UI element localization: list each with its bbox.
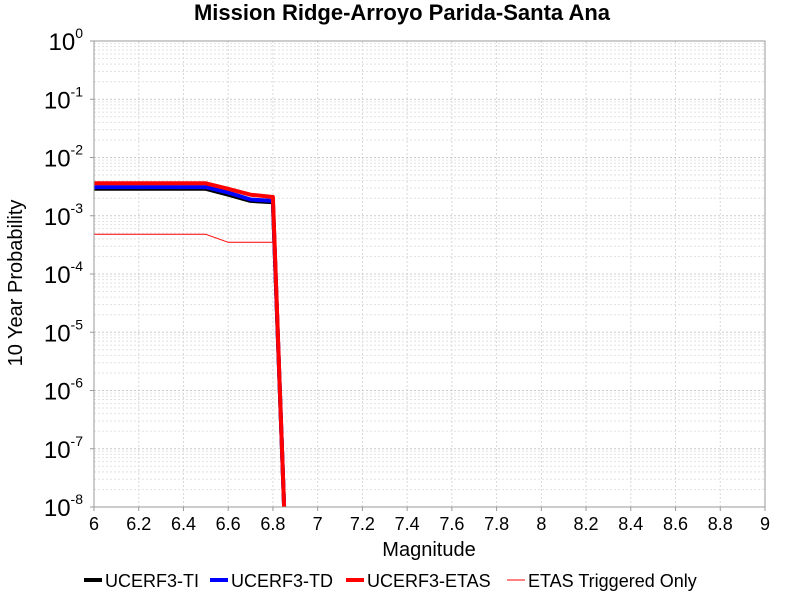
y-tick-exponent: -5 — [71, 316, 84, 332]
x-axis-ticks: 6 6.2 6.4 6.6 6.8 7 7.2 7.4 7.6 7.8 8 8.2 8.4 8.6 8.8 9 — [89, 507, 770, 534]
y-tick-label: 10-2 — [44, 142, 83, 173]
y-tick-label: 100 — [49, 25, 84, 56]
plot-area — [94, 41, 765, 507]
y-tick-label: 10-8 — [44, 491, 83, 522]
x-tick-label: 7.4 — [395, 514, 420, 534]
y-axis-label: 10 Year Probability — [5, 200, 27, 367]
y-tick-label: 10-3 — [44, 200, 83, 231]
series-line-ucerf3-etas — [94, 181, 287, 508]
legend-label: ETAS Triggered Only — [528, 571, 697, 591]
x-tick-label: 6.4 — [171, 514, 196, 534]
x-tick-label: 7.8 — [484, 514, 509, 534]
chart-title: Mission Ridge-Arroyo Parida-Santa Ana — [194, 0, 611, 25]
y-tick-label: 10-5 — [44, 316, 83, 347]
x-tick-label: 6 — [89, 514, 99, 534]
x-tick-label: 7.6 — [439, 514, 464, 534]
legend-label: UCERF3-TD — [231, 571, 333, 591]
y-tick-exponent: -3 — [71, 200, 84, 216]
y-tick-label: 10-1 — [44, 83, 83, 114]
y-tick-label: 10-7 — [44, 433, 83, 464]
legend: UCERF3-TI UCERF3-TD UCERF3-ETAS ETAS Trigge… — [84, 571, 697, 591]
x-axis-label: Magnitude — [382, 539, 475, 561]
y-tick-exponent: -2 — [71, 142, 84, 158]
y-tick-exponent: -1 — [71, 83, 84, 99]
x-tick-label: 7.2 — [350, 514, 375, 534]
x-tick-label: 8.6 — [663, 514, 688, 534]
x-tick-label: 8 — [536, 514, 546, 534]
y-tick-base: 10 — [44, 379, 71, 406]
plot-background — [94, 41, 765, 507]
series-line-ucerf3-td — [94, 185, 287, 508]
y-tick-exponent: -6 — [71, 375, 84, 391]
y-tick-label: 10-6 — [44, 375, 83, 406]
legend-label: UCERF3-ETAS — [367, 571, 491, 591]
y-tick-base: 10 — [44, 495, 71, 522]
x-tick-label: 9 — [760, 514, 770, 534]
y-tick-exponent: -8 — [71, 491, 84, 507]
y-tick-base: 10 — [44, 320, 71, 347]
x-tick-label: 8.8 — [708, 514, 733, 534]
y-tick-exponent: -7 — [71, 433, 84, 449]
y-tick-base: 10 — [49, 29, 76, 56]
y-tick-base: 10 — [44, 146, 71, 173]
series-line-etas-triggered-only — [94, 233, 273, 243]
x-tick-label: 8.2 — [574, 514, 599, 534]
x-tick-label: 6.2 — [126, 514, 151, 534]
y-tick-base: 10 — [44, 262, 71, 289]
x-tick-label: 8.4 — [618, 514, 643, 534]
legend-label: UCERF3-TI — [105, 571, 199, 591]
y-tick-label: 10-4 — [44, 258, 83, 289]
y-tick-base: 10 — [44, 437, 71, 464]
y-tick-base: 10 — [44, 204, 71, 231]
x-tick-label: 6.8 — [260, 514, 285, 534]
series-group — [94, 181, 287, 508]
y-tick-base: 10 — [44, 87, 71, 114]
x-tick-label: 6.6 — [216, 514, 241, 534]
y-tick-exponent: -4 — [71, 258, 84, 274]
x-tick-label: 7 — [313, 514, 323, 534]
y-tick-exponent: 0 — [75, 25, 83, 41]
